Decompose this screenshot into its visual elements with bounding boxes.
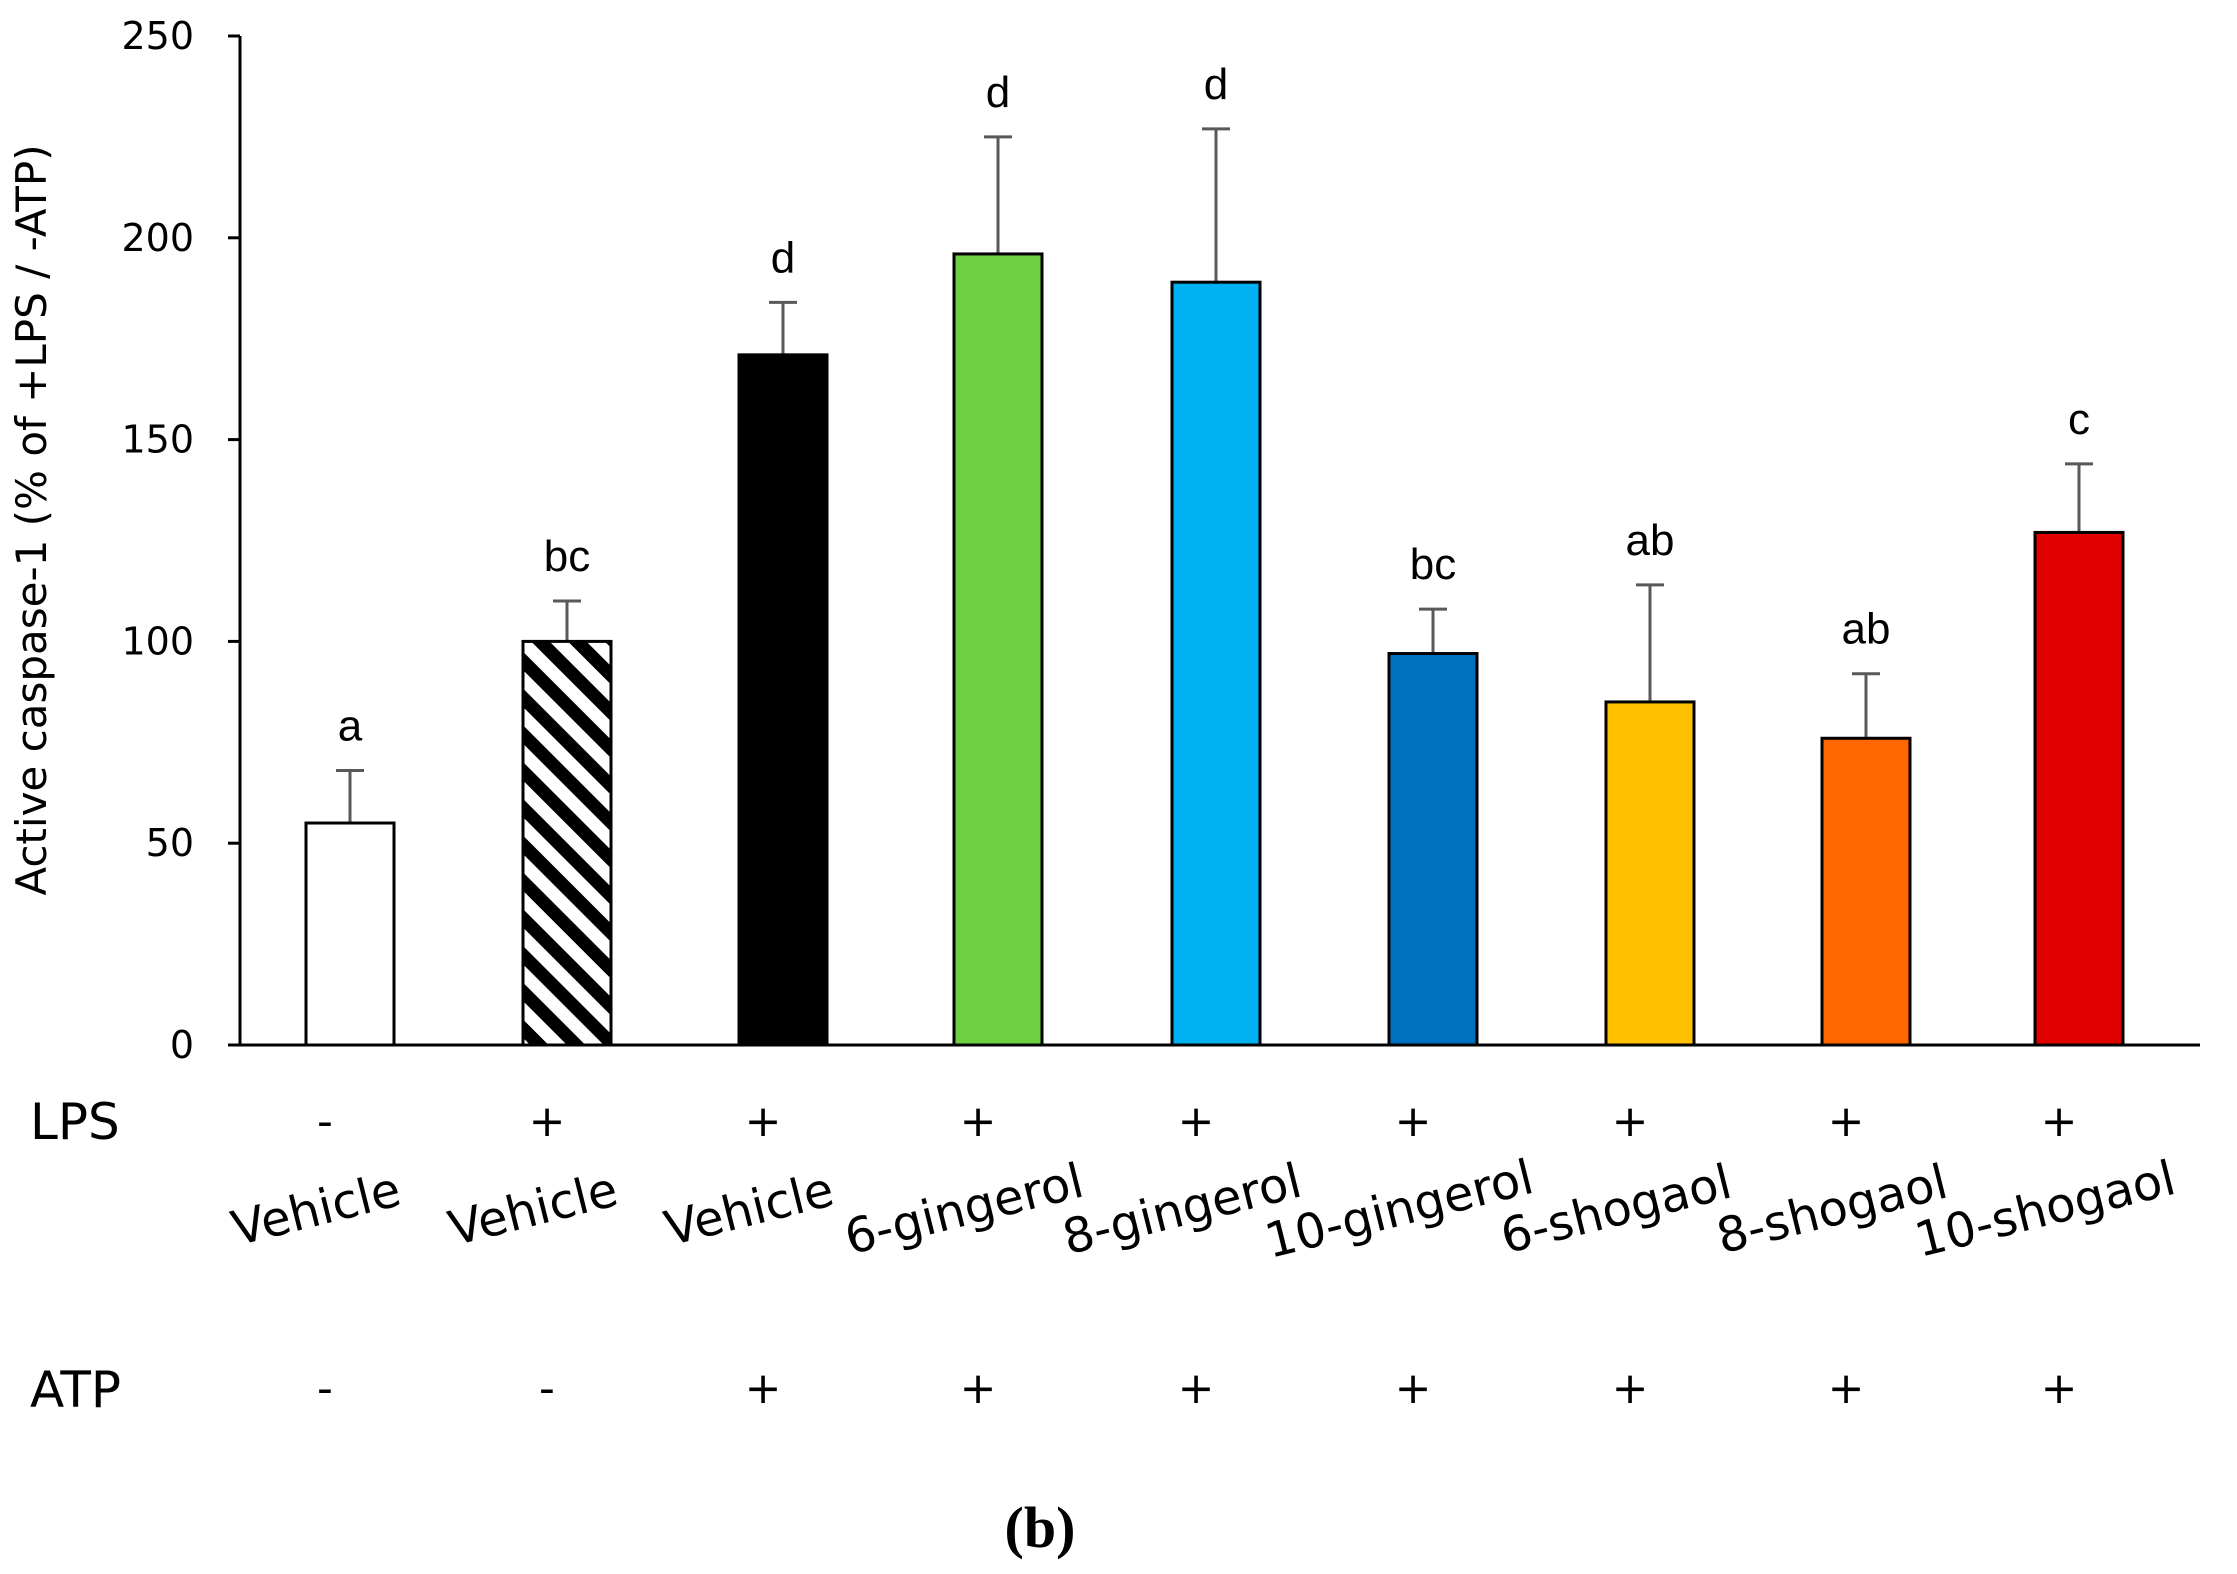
significance-label: ab — [1626, 516, 1675, 565]
atp-sign: + — [1828, 1363, 1865, 1414]
category-label: 8-shogaol — [1711, 1154, 1953, 1265]
y-tick-label: 50 — [146, 821, 194, 865]
significance-label: d — [986, 68, 1010, 117]
category-label: Vehicle — [443, 1162, 623, 1258]
category-label: Vehicle — [659, 1162, 839, 1258]
category-label: 6-gingerol — [839, 1153, 1089, 1266]
lps-sign: + — [1828, 1096, 1865, 1147]
lps-sign: + — [745, 1096, 782, 1147]
significance-label: bc — [544, 532, 590, 581]
bar — [1820, 736, 1912, 1047]
lps-sign: + — [1395, 1096, 1432, 1147]
bar — [1387, 652, 1479, 1047]
category-label: 10-shogaol — [1909, 1150, 2180, 1269]
significance-label: d — [771, 233, 795, 282]
lps-sign: + — [1612, 1096, 1649, 1147]
bar — [1604, 700, 1696, 1047]
y-tick-label: 100 — [121, 619, 194, 663]
y-tick-label: 150 — [121, 418, 194, 462]
bar — [952, 252, 1044, 1047]
significance-label: c — [2068, 395, 2090, 444]
atp-sign: - — [317, 1363, 333, 1414]
atp-sign: - — [539, 1363, 555, 1414]
bar — [1170, 280, 1262, 1047]
bar — [521, 639, 613, 1047]
lps-sign: + — [529, 1096, 566, 1147]
y-tick-label: 250 — [121, 14, 194, 58]
atp-sign: + — [1395, 1363, 1432, 1414]
significance-label: a — [338, 702, 363, 751]
atp-sign: + — [1612, 1363, 1649, 1414]
y-axis-title: Active caspase-1 (% of +LPS / -ATP) — [7, 144, 56, 895]
atp-row-label: ATP — [30, 1361, 121, 1419]
bar — [304, 821, 396, 1047]
bar — [737, 353, 829, 1047]
y-tick-label: 200 — [121, 216, 194, 260]
significance-label: d — [1204, 60, 1228, 109]
lps-row-label: LPS — [30, 1093, 120, 1151]
bars-group — [304, 127, 2125, 1047]
y-tick-label: 0 — [170, 1023, 194, 1067]
atp-sign: + — [2041, 1363, 2078, 1414]
lps-sign: - — [317, 1096, 333, 1147]
significance-label: bc — [1410, 540, 1456, 589]
atp-sign: + — [1178, 1363, 1215, 1414]
category-label: 6-shogaol — [1495, 1154, 1737, 1265]
significance-label: ab — [1842, 605, 1891, 654]
panel-label: (b) — [1005, 1495, 1076, 1560]
category-label: Vehicle — [226, 1162, 406, 1258]
atp-sign: + — [745, 1363, 782, 1414]
lps-sign: + — [1178, 1096, 1215, 1147]
lps-sign: + — [960, 1096, 997, 1147]
bar — [2033, 530, 2125, 1047]
atp-sign: + — [960, 1363, 997, 1414]
lps-sign: + — [2041, 1096, 2078, 1147]
